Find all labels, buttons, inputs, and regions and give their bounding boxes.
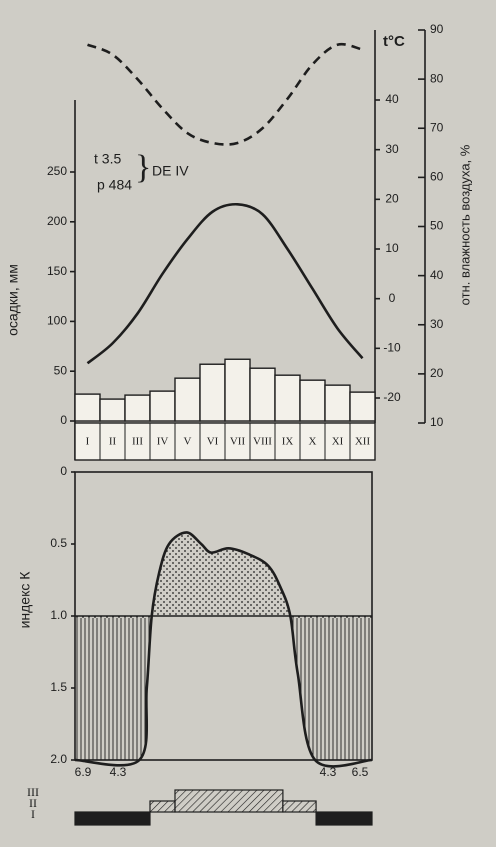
x-tick-label: II [109, 436, 117, 448]
y3-tick-label: 30 [430, 317, 444, 331]
bar [224, 358, 251, 422]
y2-tick-label: 40 [385, 92, 399, 106]
level-segment [282, 800, 317, 813]
x-tick-label: I [86, 436, 90, 448]
x-tick-label: VI [207, 436, 219, 448]
level-segment [74, 811, 151, 826]
edge-label: 4.3 [110, 765, 127, 779]
bar [174, 377, 201, 422]
y2-axis-title: t°C [383, 33, 405, 50]
y-tick-label: 0.5 [50, 536, 67, 550]
level-label: II [29, 796, 37, 810]
x-tick-label: IV [157, 436, 169, 448]
y-tick-label: 200 [47, 214, 67, 228]
x-tick-label: VII [230, 436, 246, 448]
bar [349, 391, 376, 422]
y-tick-label: 1.5 [50, 680, 67, 694]
bar [74, 393, 101, 422]
x-tick-label: XII [355, 436, 371, 448]
y3-tick-label: 80 [430, 71, 444, 85]
bar [324, 384, 351, 422]
bar [249, 367, 276, 422]
y-axis-title: индекс К [17, 571, 33, 629]
edge-label: 6.9 [75, 765, 92, 779]
x-tick-label: VIII [253, 436, 272, 448]
x-tick-label: XI [332, 436, 344, 448]
y3-tick-label: 10 [430, 415, 444, 429]
y-tick-label: 50 [54, 363, 68, 377]
x-tick-label: X [309, 436, 317, 448]
x-tick-label: III [132, 436, 143, 448]
y-tick-label: 2.0 [50, 752, 67, 766]
y3-axis-title: отн. влажность воздуха, % [457, 144, 472, 305]
x-tick-label: V [184, 436, 192, 448]
bar [199, 363, 226, 422]
x-tick-label: IX [282, 436, 294, 448]
annotation: DE IV [152, 163, 189, 179]
bar [274, 374, 301, 422]
level-label: III [27, 785, 39, 799]
annotation: t 3.5 [94, 151, 121, 167]
level-segment [174, 789, 284, 813]
level-segment [149, 800, 176, 813]
y3-tick-label: 90 [430, 22, 444, 36]
y-tick-label: 0 [60, 413, 67, 427]
y2-tick-label: 20 [385, 192, 399, 206]
level-label: I [31, 807, 35, 821]
y2-tick-label: -20 [383, 390, 401, 404]
edge-label: 6.5 [352, 765, 369, 779]
y-tick-label: 150 [47, 264, 67, 278]
y-tick-label: 1.0 [50, 608, 67, 622]
y-tick-label: 100 [47, 314, 67, 328]
y3-tick-label: 70 [430, 120, 444, 134]
annotation: p 484 [97, 177, 132, 193]
y2-tick-label: 0 [389, 291, 396, 305]
y-tick-label: 0 [60, 464, 67, 478]
edge-label: 4.3 [320, 765, 337, 779]
bar [149, 390, 176, 422]
bar [99, 398, 126, 422]
y3-tick-label: 40 [430, 268, 444, 282]
y2-tick-label: -10 [383, 341, 401, 355]
level-segment [315, 811, 373, 826]
brace: } [135, 149, 151, 186]
y3-tick-label: 60 [430, 170, 444, 184]
y3-tick-label: 50 [430, 219, 444, 233]
k-index-line [74, 531, 373, 768]
y-tick-label: 250 [47, 164, 67, 178]
y2-tick-label: 30 [385, 142, 399, 156]
bar [299, 379, 326, 422]
y3-tick-label: 20 [430, 366, 444, 380]
y-axis-title: осадки, мм [5, 264, 21, 336]
surplus-area [75, 532, 372, 618]
humidity-line [87, 42, 363, 146]
temperature-line [86, 202, 364, 365]
bar [124, 394, 151, 422]
deficit-area [75, 618, 372, 760]
y2-tick-label: 10 [385, 241, 399, 255]
